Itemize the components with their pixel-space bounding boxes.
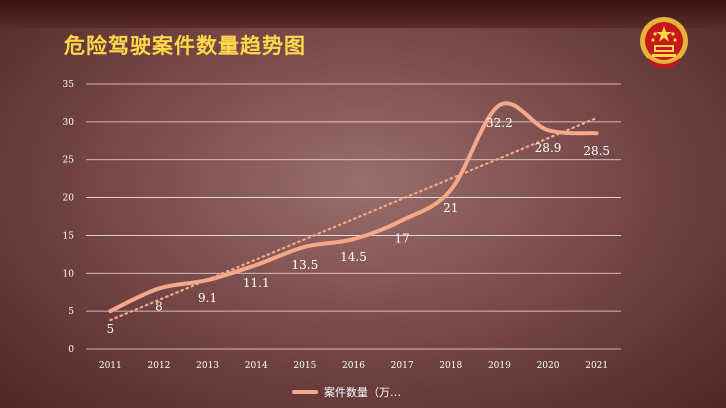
x-tick-label: 2011 bbox=[99, 361, 122, 371]
y-tick-label: 35 bbox=[63, 80, 75, 90]
gridlines bbox=[86, 83, 621, 350]
x-tick-label: 2015 bbox=[293, 361, 316, 371]
data-label: 14.5 bbox=[340, 250, 367, 264]
y-tick-label: 5 bbox=[68, 307, 74, 317]
y-tick-label: 30 bbox=[63, 118, 75, 128]
legend: 案件数量（万… bbox=[292, 384, 401, 400]
trendline bbox=[109, 116, 598, 322]
legend-label: 案件数量（万… bbox=[324, 386, 401, 399]
x-tick-label: 2017 bbox=[391, 361, 414, 371]
series-line bbox=[108, 101, 599, 314]
y-tick-label: 20 bbox=[63, 194, 75, 204]
national-emblem-icon bbox=[640, 17, 688, 68]
data-label: 32.2 bbox=[486, 116, 513, 130]
x-tick-label: 2020 bbox=[537, 361, 560, 371]
x-tick-label: 2021 bbox=[585, 361, 608, 371]
chart-title: 危险驾驶案件数量趋势图 bbox=[64, 33, 306, 58]
data-label: 28.5 bbox=[583, 144, 610, 158]
x-tick-label: 2019 bbox=[488, 361, 511, 371]
x-tick-label: 2016 bbox=[342, 361, 365, 371]
y-tick-label: 25 bbox=[63, 156, 75, 166]
x-tick-label: 2018 bbox=[439, 361, 462, 371]
data-label: 13.5 bbox=[292, 258, 319, 272]
data-label: 8 bbox=[155, 299, 163, 313]
top-decoration-band bbox=[0, 0, 726, 28]
legend-swatch bbox=[292, 390, 318, 394]
y-tick-label: 15 bbox=[63, 231, 75, 241]
y-tick-label: 0 bbox=[68, 345, 74, 355]
x-tick-label: 2014 bbox=[245, 361, 268, 371]
data-label: 9.1 bbox=[198, 291, 217, 305]
data-label: 28.9 bbox=[535, 141, 562, 155]
data-label: 11.1 bbox=[243, 276, 270, 290]
data-label: 17 bbox=[394, 231, 409, 245]
x-tick-label: 2013 bbox=[196, 361, 219, 371]
y-tick-label: 10 bbox=[63, 269, 75, 279]
x-axis-ticks: 2011 2012 2013 2014 2015 2016 2017 2018 2019 2020… bbox=[99, 361, 608, 371]
data-labels: 5 8 9.1 11.1 13.5 14.5 17 21 32.2 28.9 28.5 bbox=[106, 116, 610, 336]
x-tick-label: 2012 bbox=[148, 361, 171, 371]
data-label: 5 bbox=[106, 322, 114, 336]
data-label: 21 bbox=[443, 201, 458, 215]
y-axis-ticks: 0 5 10 15 20 25 30 35 bbox=[63, 80, 75, 355]
